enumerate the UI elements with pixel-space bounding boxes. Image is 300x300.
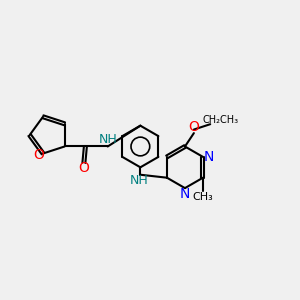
Text: N: N [180,187,190,201]
Text: CH₃: CH₃ [193,192,213,202]
Text: NH: NH [98,134,117,146]
Text: O: O [33,148,44,162]
Text: O: O [79,161,89,175]
Text: NH: NH [130,174,148,187]
Text: N: N [204,150,214,164]
Text: O: O [188,120,199,134]
Text: CH₂CH₃: CH₂CH₃ [202,115,239,125]
